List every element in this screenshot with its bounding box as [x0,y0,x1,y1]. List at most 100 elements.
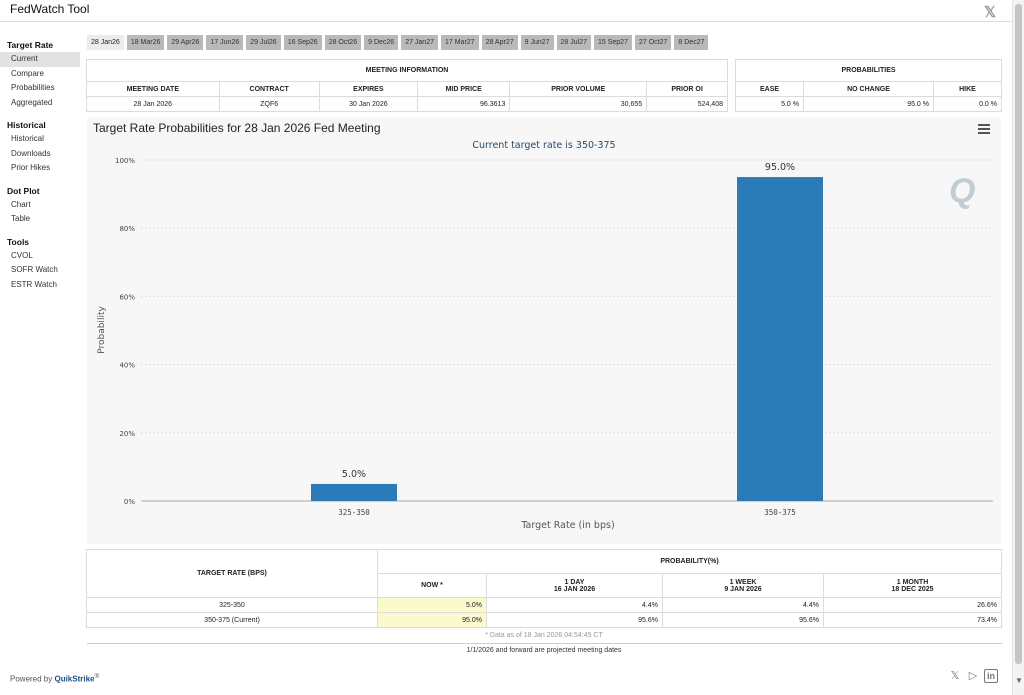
tab-meeting-29-apr26[interactable]: 29 Apr26 [167,35,204,50]
quikstrike-link[interactable]: QuikStrike [54,674,95,684]
data-label: 95.0% [765,162,795,173]
sidebar-item-table[interactable]: Table [11,214,31,223]
sidebar-item-sofr-watch[interactable]: SOFR Watch [11,265,58,274]
registered-mark: ® [94,673,100,680]
prior-oi-value: 524,408 [646,96,728,112]
tab-meeting-27-jan27[interactable]: 27 Jan27 [401,35,438,50]
sidebar-heading: Tools [7,236,30,247]
social-links: 𝕏 ▷ in [948,669,998,683]
meeting-info-table: MEETING INFORMATION MEETING DATE CONTRAC… [86,59,728,112]
probability-bar-chart: 0% 20% 40% 60% 80% 100% Current target rate is… [97,140,993,531]
app-title: FedWatch Tool [10,2,90,16]
data-label: 5.0% [342,469,366,480]
col-now-label: NOW * [421,582,443,589]
col-meeting-date: MEETING DATE [86,81,220,97]
tab-meeting-28-apr27[interactable]: 28 Apr27 [481,35,518,50]
y-axis-label: Probability [97,306,107,354]
y-tick-label: 100% [115,157,135,165]
col-1-day: 1 DAY 16 JAN 2026 [486,573,663,598]
top-bar: FedWatch Tool 𝕏 [0,0,1012,22]
tab-meeting-16-sep26[interactable]: 16 Sep26 [283,35,322,50]
no-change-value: 95.0 % [803,96,934,112]
col-1-day-label: 1 DAY [564,578,585,586]
col-prior-oi: PRIOR OI [646,81,728,97]
col-mid-price: MID PRICE [416,81,511,97]
col-no-change: NO CHANGE [803,81,934,97]
col-expires: EXPIRES [318,81,418,97]
sidebar-item-estr-watch[interactable]: ESTR Watch [11,279,57,289]
sidebar-item-prior-hikes[interactable]: Prior Hikes [11,163,51,172]
ease-value: 5.0 % [735,96,804,112]
col-1-month: 1 MONTH 18 DEC 2025 [823,573,1002,598]
col-1-week-date: 9 JAN 2026 [724,585,762,593]
month-cell: 26.6% [823,597,1002,613]
sidebar-item-compare[interactable]: Compare [11,68,44,78]
x-tick-label: 350-375 [764,508,796,517]
col-1-day-date: 16 JAN 2026 [553,585,596,593]
y-tick-label: 40% [119,362,135,370]
col-hike: HIKE [932,81,1003,97]
tab-meeting-9-dec26[interactable]: 9 Dec26 [364,35,399,50]
sidebar-item-aggregated[interactable]: Aggregated [11,97,53,107]
y-tick-label: 20% [119,430,135,438]
sidebar-item-probabilities[interactable]: Probabilities [11,83,55,92]
meeting-date-value: 28 Jan 2026 [86,96,220,112]
tab-meeting-8-dec27[interactable]: 8 Dec27 [674,35,709,50]
mid-price-value: 96.3613 [416,96,511,112]
tab-meeting-17-mar27[interactable]: 17 Mar27 [441,35,479,50]
youtube-icon[interactable]: ▷ [968,670,978,682]
x-tick-label: 325-350 [338,508,370,517]
sidebar-item-historical[interactable]: Historical [11,134,44,143]
hike-value: 0.0 % [932,96,1003,112]
col-1-month-label: 1 MONTH [896,578,929,586]
prior-volume-value: 30,655 [509,96,648,112]
chart-subtitle: Current target rate is 350-375 [472,140,615,151]
table-row: 350-375 (Current) 95.0% 95.6% 95.6% 73.4… [86,612,1002,628]
powered-prefix: Powered by [10,674,55,684]
powered-by: Powered by QuikStrike® [10,673,99,684]
x-logo-icon[interactable]: 𝕏 [984,4,997,21]
sidebar: Target Rate Current Compare Probabilities Ag… [0,34,80,292]
day-cell: 95.6% [486,612,663,628]
rate-cell: 350-375 (Current) [86,612,378,628]
rate-cell: 325-350 [86,597,378,613]
col-prior-volume: PRIOR VOLUME [509,81,648,97]
hamburger-menu-icon[interactable] [978,124,990,136]
week-cell: 4.4% [662,597,824,613]
bar-325-350 [311,483,397,501]
sidebar-heading: Historical [7,120,46,130]
tab-meeting-29-jul26[interactable]: 29 Jul26 [246,35,281,50]
tab-meeting-15-sep27[interactable]: 15 Sep27 [594,35,632,50]
tab-meeting-28-oct26[interactable]: 28 Oct26 [324,35,362,50]
x-icon[interactable]: 𝕏 [950,670,960,682]
tab-meeting-18-mar26[interactable]: 18 Mar26 [126,35,165,50]
scroll-down-icon[interactable]: ▼ [1015,676,1023,685]
col-1-week: 1 WEEK 9 JAN 2026 [662,573,824,598]
meeting-info-title: MEETING INFORMATION [86,59,728,82]
tab-meeting-28-jan26[interactable]: 28 Jan26 [87,35,124,50]
chart-title: Target Rate Probabilities for 28 Jan 202… [93,121,381,135]
bar-350-375 [737,177,823,502]
meeting-tabs: 28 Jan26 18 Mar26 29 Apr26 17 Jun26 29 Jul26… [87,35,709,50]
sidebar-item-downloads[interactable]: Downloads [11,148,51,158]
col-1-week-label: 1 WEEK [729,578,757,586]
sidebar-item-chart[interactable]: Chart [11,199,31,209]
projected-dates-note: 1/1/2026 and forward are projected meeti… [86,643,1002,658]
tab-meeting-9-jun27[interactable]: 9 Jun27 [520,35,554,50]
sidebar-heading: Dot Plot [7,185,40,196]
sidebar-item-cvol[interactable]: CVOL [11,250,33,260]
linkedin-icon[interactable]: in [984,669,998,683]
quikstrike-watermark-icon: Q [949,172,976,210]
sidebar-item-current[interactable]: Current [0,52,80,67]
tab-meeting-27-oct27[interactable]: 27 Oct27 [634,35,672,50]
tab-meeting-28-jul27[interactable]: 28 Jul27 [556,35,591,50]
col-target-rate: TARGET RATE (BPS) [86,549,378,598]
scroll-thumb[interactable] [1015,4,1022,664]
x-axis-label: Target Rate (in bps) [520,520,614,531]
col-now: NOW * [377,573,487,598]
vertical-scrollbar[interactable]: ▼ [1012,0,1024,695]
probabilities-table: PROBABILITIES EASE NO CHANGE HIKE 5.0 % … [735,59,1003,112]
tab-meeting-17-jun26[interactable]: 17 Jun26 [206,35,244,50]
data-timestamp-note: * Data as of 18 Jan 2026 04:54:45 CT [485,632,603,639]
chart-panel: 0% 20% 40% 60% 80% 100% Current target rate is… [87,117,1001,544]
